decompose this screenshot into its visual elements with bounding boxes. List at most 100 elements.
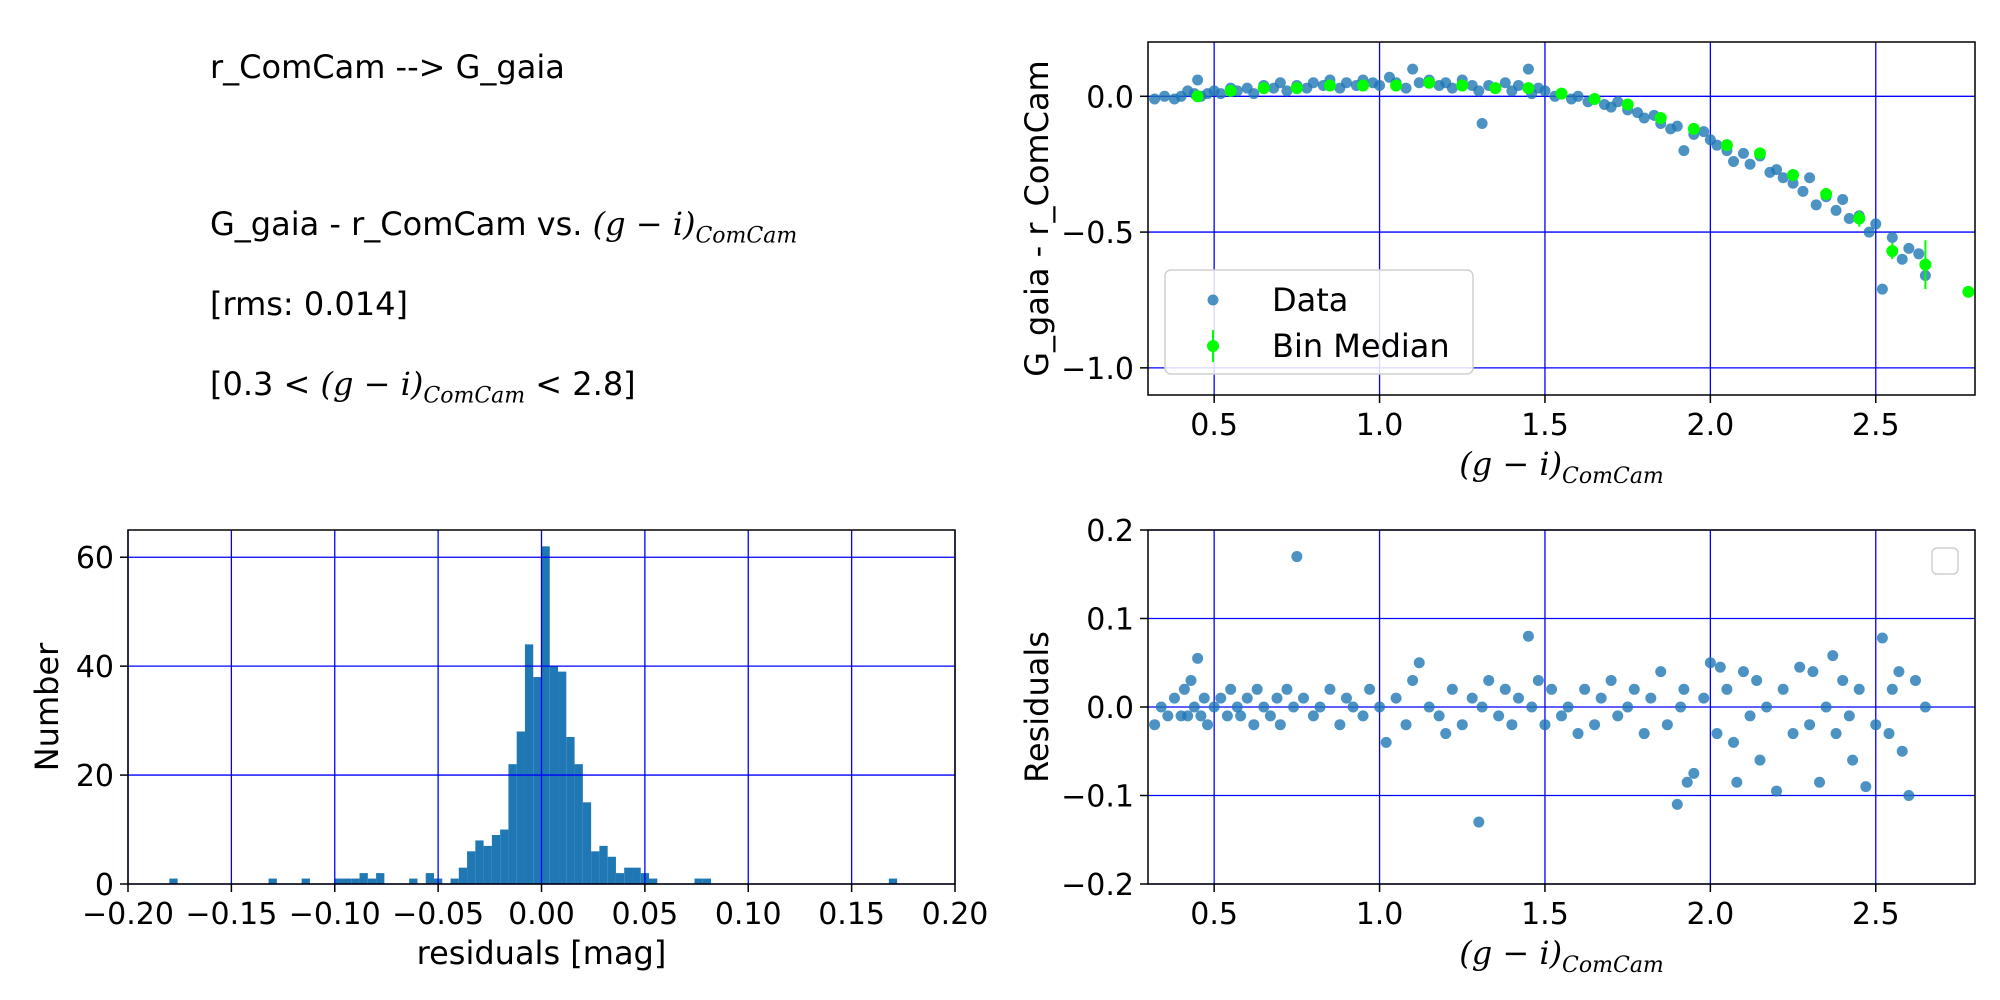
median-point <box>1720 139 1733 152</box>
data-point <box>1612 96 1624 108</box>
fit-color-term: (g − i) <box>592 205 696 243</box>
hist-bar <box>301 878 310 884</box>
hist-ytick-label: 40 <box>76 650 114 685</box>
residual-point <box>1235 710 1247 722</box>
median-point <box>1654 112 1667 125</box>
residual-point <box>1446 683 1458 695</box>
hist-ytick-label: 20 <box>76 759 114 794</box>
residual-point <box>1532 674 1544 686</box>
hist-bar <box>615 873 625 884</box>
data-point <box>1843 213 1855 224</box>
residual-point <box>1291 551 1303 563</box>
data-point <box>1863 226 1875 238</box>
resid-axes: 0.5 1.0 1.5 2.0 2.5 0.2 0.1 0.0 −0.1 −0.2 (g − i)C… <box>1018 514 1976 978</box>
residual-point <box>1847 754 1859 766</box>
residual-point <box>1178 683 1190 695</box>
median-point <box>1787 169 1800 182</box>
residual-point <box>1751 674 1763 686</box>
data-point <box>1572 90 1584 102</box>
median-point <box>1687 122 1700 135</box>
data-point <box>1804 172 1816 184</box>
residual-point <box>1671 798 1683 810</box>
residual-point <box>1539 719 1551 731</box>
data-point <box>1837 193 1849 205</box>
residual-point <box>1546 683 1558 695</box>
median-point <box>1962 285 1975 298</box>
data-point <box>1340 77 1352 89</box>
residual-point <box>1761 701 1773 713</box>
hist-bars <box>169 546 898 884</box>
hist-xtick-label: 0.20 <box>922 897 989 932</box>
data-point <box>1215 88 1227 100</box>
residual-point <box>1456 719 1468 731</box>
fit-title-prefix: G_gaia - r_ComCam vs. <box>210 205 593 243</box>
hist-xtick-label: 0.15 <box>818 897 885 932</box>
data-point <box>1913 248 1925 260</box>
residual-point <box>1595 692 1607 704</box>
residual-point <box>1698 692 1710 704</box>
residual-point <box>1149 719 1161 731</box>
median-point <box>1456 79 1469 92</box>
residual-point <box>1814 776 1826 788</box>
median-point <box>1522 82 1535 95</box>
resid-plot-area <box>1149 547 1959 828</box>
median-point <box>1257 82 1270 95</box>
hist-bar <box>533 677 542 884</box>
data-point <box>1896 253 1908 265</box>
hist-bar <box>500 829 509 884</box>
residual-point <box>1909 674 1921 686</box>
data-point <box>1671 120 1683 132</box>
residual-point <box>1612 710 1624 722</box>
median-point <box>1820 188 1833 201</box>
residual-point <box>1493 710 1505 722</box>
data-point <box>1274 77 1286 89</box>
residual-point <box>1886 683 1898 695</box>
residual-point <box>1721 683 1733 695</box>
residual-point <box>1423 701 1435 713</box>
residual-point <box>1248 719 1260 731</box>
residual-point <box>1837 674 1849 686</box>
range-lo: [0.3 < <box>210 365 321 403</box>
resid-xtick-label: 2.0 <box>1687 897 1735 932</box>
median-point <box>1919 258 1932 271</box>
residual-point <box>1787 728 1799 740</box>
data-point <box>1744 158 1756 170</box>
residual-point <box>1737 666 1749 678</box>
residual-point <box>1876 632 1888 644</box>
hist-bar <box>516 731 525 884</box>
residual-point <box>1374 701 1386 713</box>
median-point <box>1290 82 1303 95</box>
data-point <box>1539 85 1551 97</box>
data-point <box>1400 82 1412 94</box>
data-point <box>1711 139 1723 151</box>
residual-point <box>1704 657 1716 669</box>
data-point <box>1728 155 1740 167</box>
hist-bar <box>599 845 608 884</box>
residual-point <box>1380 736 1392 748</box>
residual-point <box>1522 630 1534 642</box>
residual-point <box>1728 736 1740 748</box>
legend-median-marker <box>1207 340 1219 352</box>
hist-bar <box>508 764 517 884</box>
residual-point <box>1198 692 1210 704</box>
residual-point <box>1777 683 1789 695</box>
residual-point <box>1476 701 1488 713</box>
residual-point <box>1589 719 1601 731</box>
residual-point <box>1340 692 1352 704</box>
median-point <box>1753 147 1766 160</box>
color-range-label: [0.3 < (g − i)ComCam < 2.8] <box>210 365 636 408</box>
residual-point <box>1390 692 1402 704</box>
residual-point <box>1271 692 1283 704</box>
residual-point <box>1241 692 1253 704</box>
transform-title: r_ComCam --> G_gaia <box>210 48 565 86</box>
hist-ytick-label: 0 <box>95 868 114 903</box>
median-point <box>1323 79 1336 92</box>
resid-ytick-label: 0.2 <box>1086 514 1134 549</box>
data-point <box>1903 242 1915 254</box>
data-point <box>1499 77 1511 89</box>
hist-bar <box>334 878 344 884</box>
residual-point <box>1251 683 1263 695</box>
residual-point <box>1681 776 1693 788</box>
fit-xtick-label: 2.5 <box>1852 408 1900 443</box>
